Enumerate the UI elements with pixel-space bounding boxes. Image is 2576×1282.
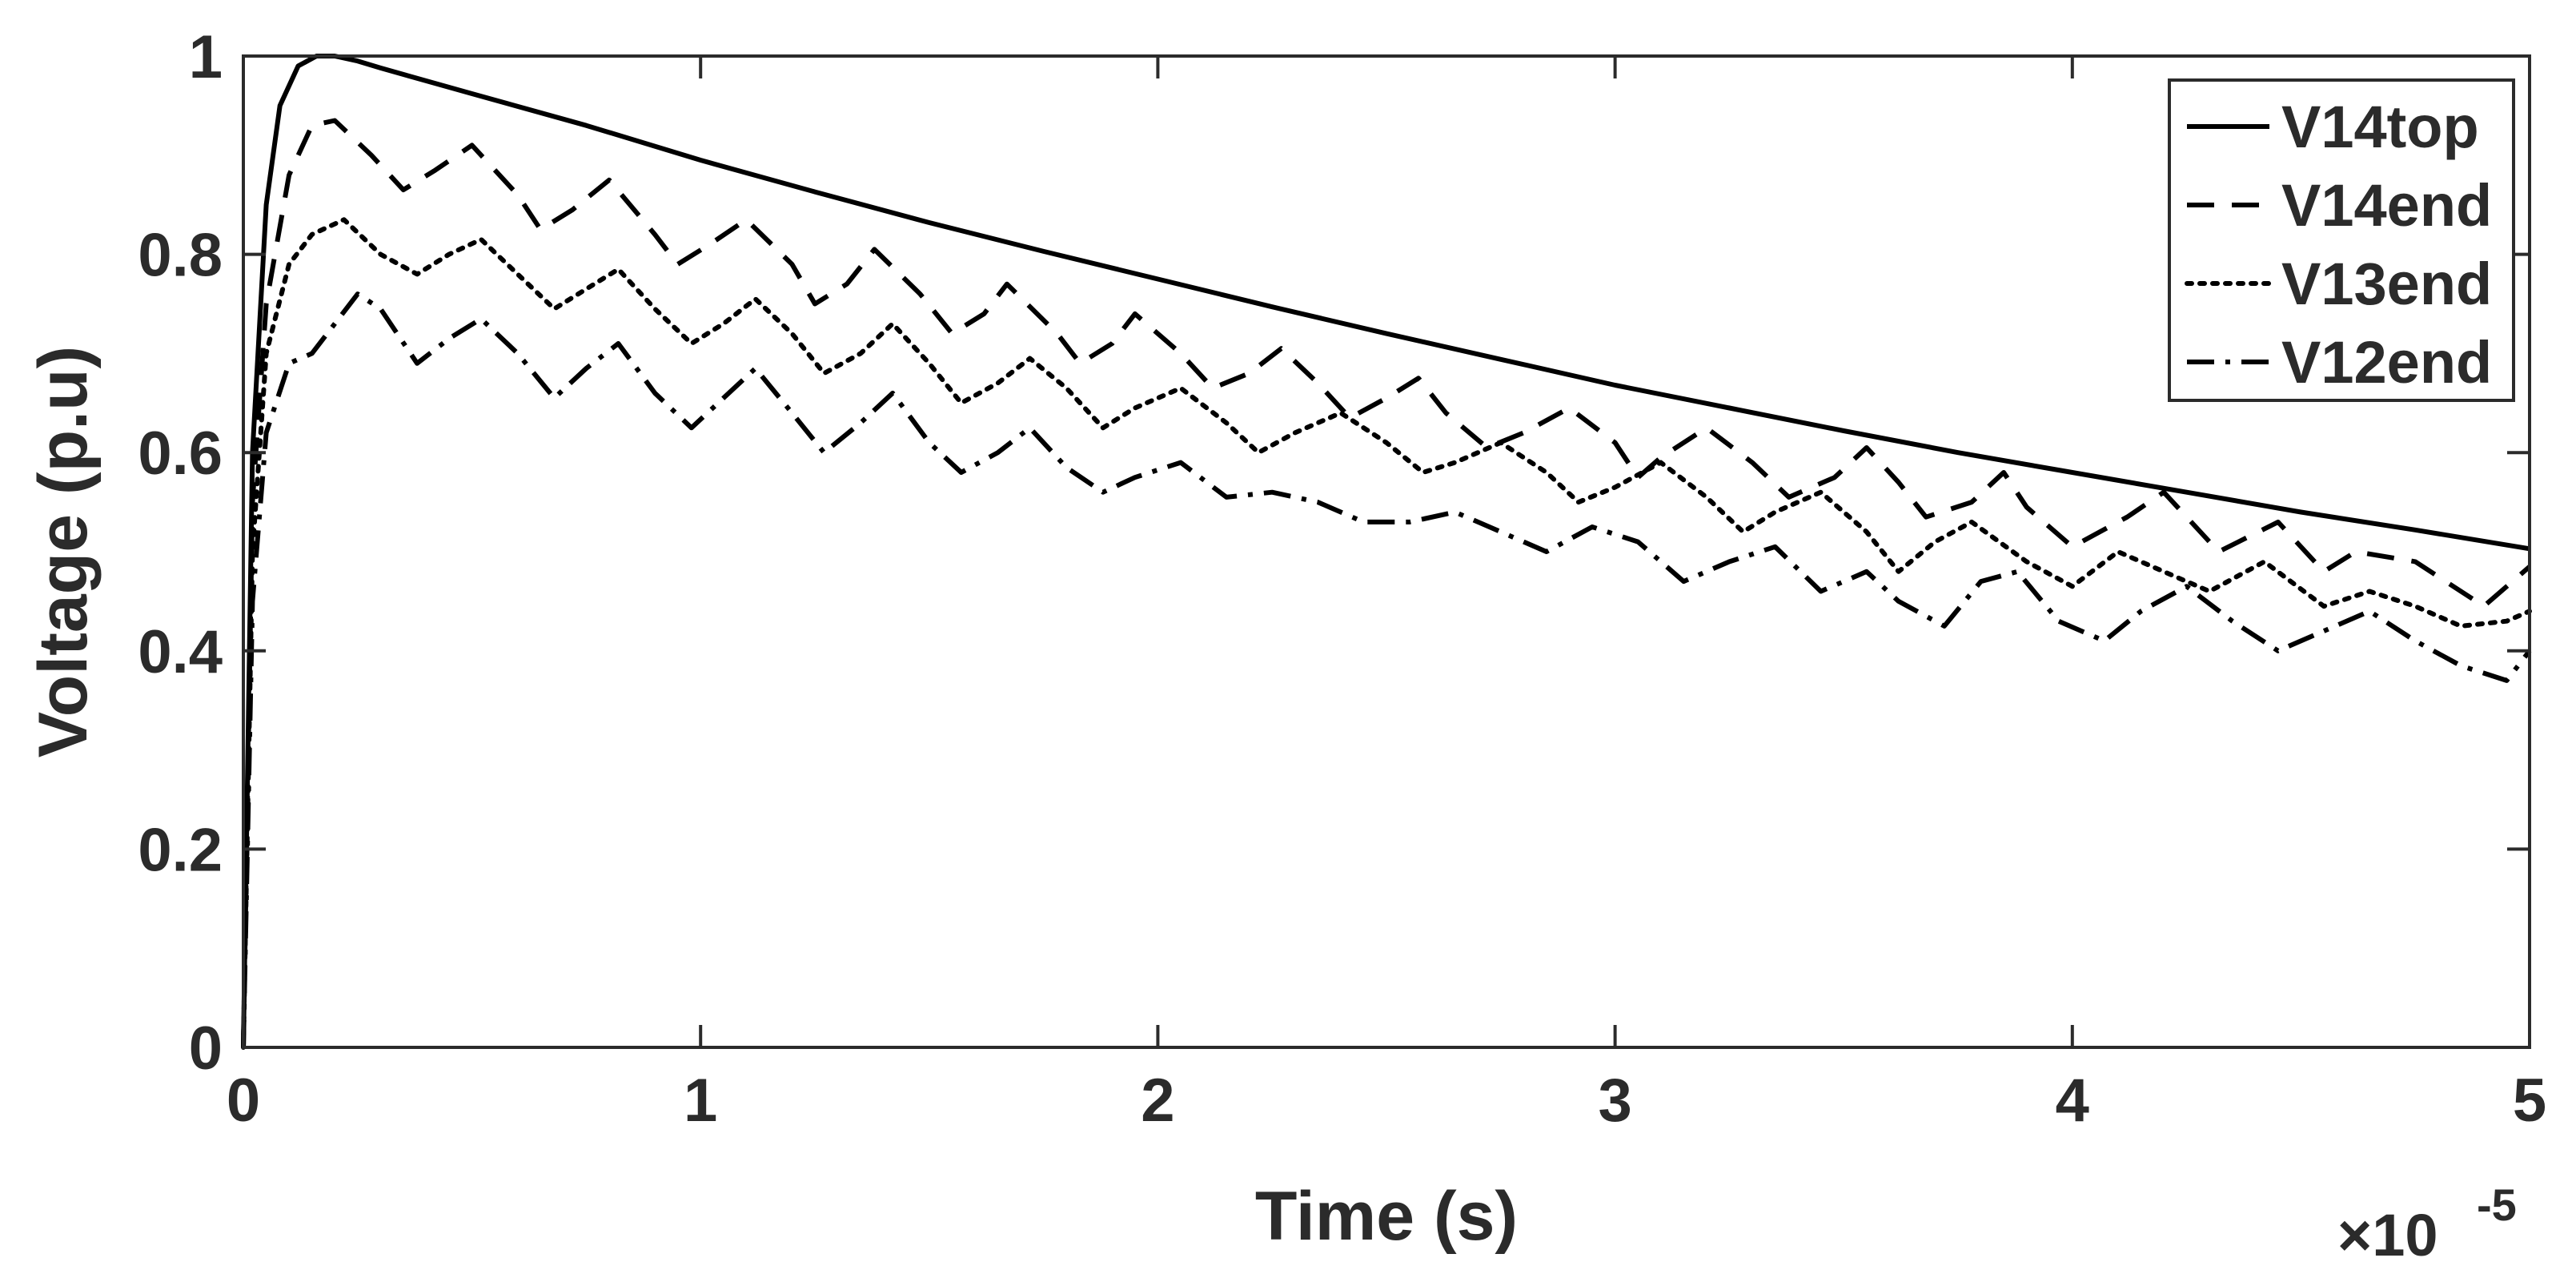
- y-tick-label: 0.2: [138, 816, 223, 884]
- tick-layer: 0 1 2 3 4 5 0 0.2 0.4 0.6 0.8 1: [138, 23, 2546, 1135]
- x-tick-label: 3: [1598, 1067, 1631, 1135]
- legend-label-v12end: V12end: [2281, 329, 2492, 396]
- legend: V14top V14end V13end V12end: [2168, 78, 2515, 402]
- legend-label-v14end: V14end: [2281, 172, 2492, 239]
- series-line-v13end: [241, 217, 2532, 1050]
- legend-box: [2168, 78, 2515, 402]
- x-tick-label: 2: [1141, 1067, 1174, 1135]
- x-tick-label: 0: [227, 1067, 260, 1135]
- y-tick-label: 0.6: [138, 420, 223, 488]
- y-tick-label: 0.8: [138, 222, 223, 290]
- series-line-v14top: [241, 54, 2530, 1048]
- y-tick-label: 1: [189, 23, 223, 91]
- series-line-v14end: [241, 118, 2531, 1048]
- y-tick-label: 0: [189, 1015, 223, 1083]
- y-tick-label: 0.4: [138, 618, 223, 686]
- legend-label-v14top: V14top: [2281, 94, 2479, 160]
- x-tick-label: 5: [2513, 1067, 2546, 1135]
- x-axis-exponent-power: -5: [2477, 1180, 2517, 1230]
- x-tick-label: 4: [2056, 1067, 2089, 1135]
- x-axis-label: Time (s): [1255, 1178, 1518, 1255]
- y-axis-label: Voltage (p.u): [25, 346, 102, 758]
- series-lines-layer: [241, 54, 2532, 1050]
- plot-frame: [242, 54, 2531, 1049]
- series-line-v12end: [241, 291, 2532, 1048]
- legend-label-v13end: V13end: [2281, 251, 2492, 317]
- x-axis-exponent-base: ×10: [2337, 1202, 2438, 1268]
- x-tick-label: 1: [684, 1067, 717, 1135]
- x-axis-exponent: ×10 -5: [2337, 1180, 2517, 1268]
